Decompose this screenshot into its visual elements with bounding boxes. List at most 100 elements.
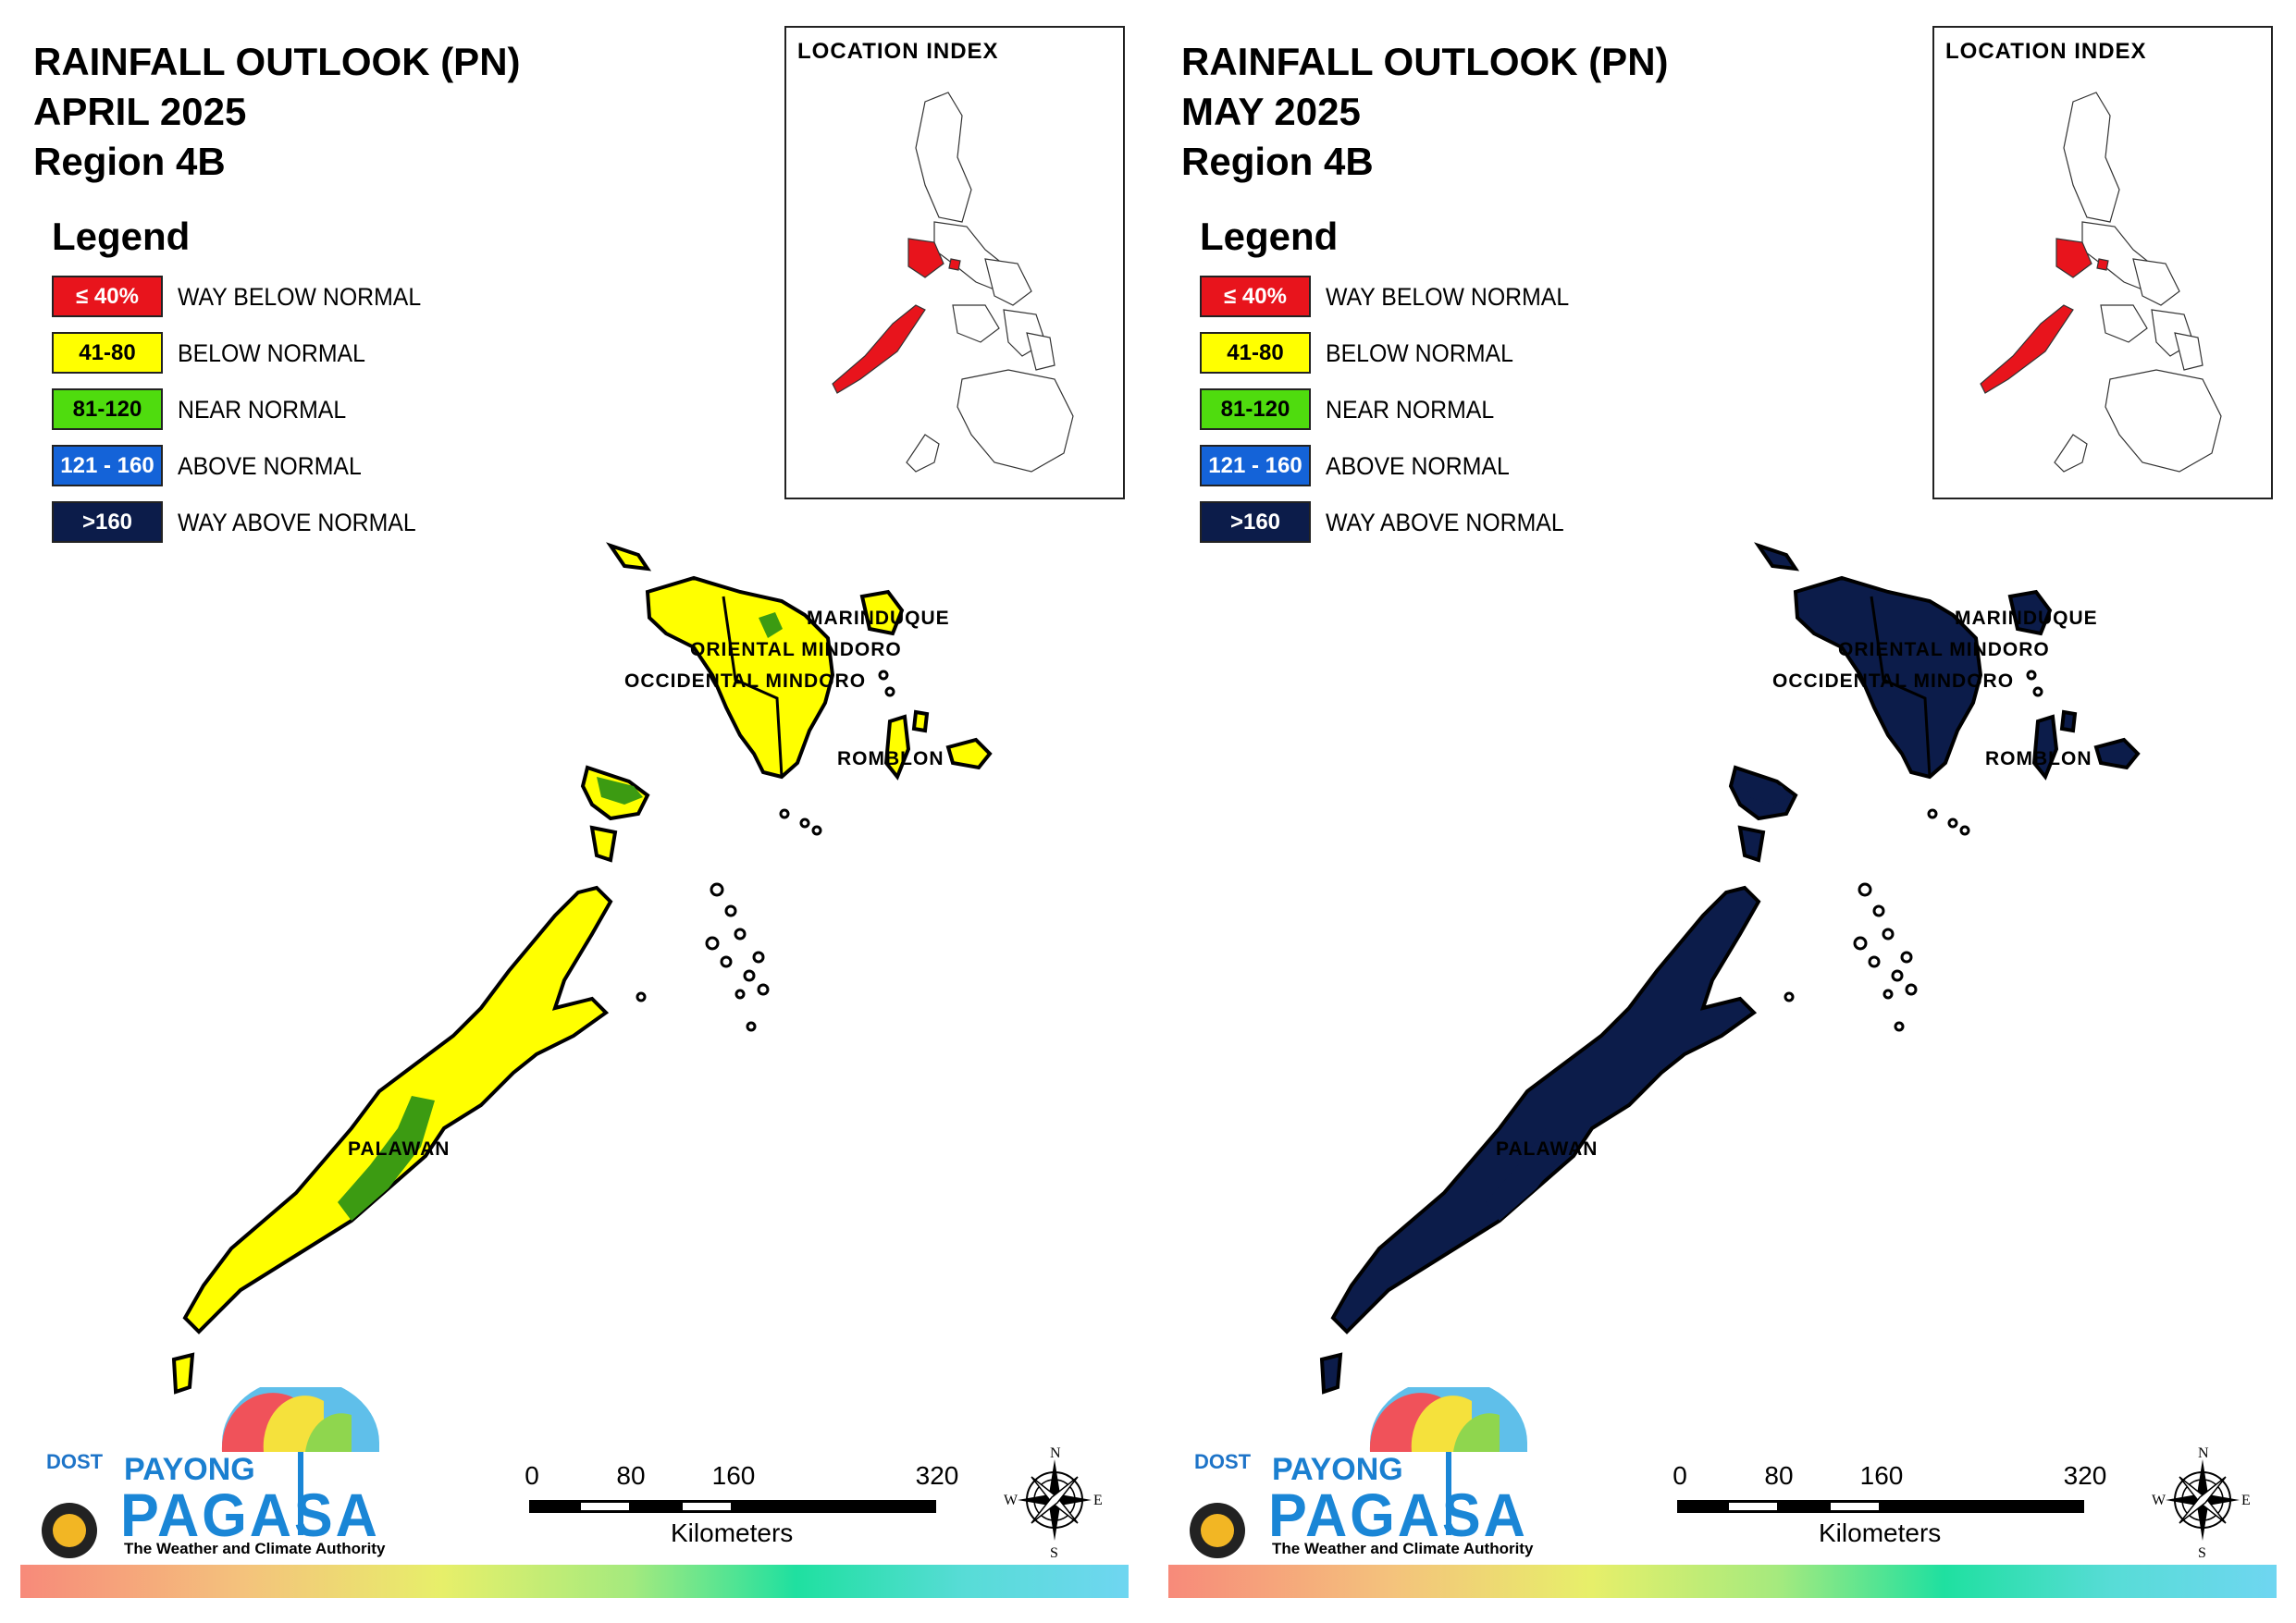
gradient-footer-bar — [20, 1565, 1129, 1598]
umbrella-icon — [42, 1387, 379, 1558]
label-occidental-mindoro: OCCIDENTAL MINDORO — [1772, 670, 2014, 692]
legend: Legend ≤ 40% WAY BELOW NORMAL 41-80 BELO… — [52, 215, 421, 558]
map-title-line-1: RAINFALL OUTLOOK (PN) — [1181, 40, 1669, 83]
mindoro-island — [1793, 575, 1983, 780]
culion-island — [1737, 825, 1766, 863]
balabac-island — [1319, 1352, 1343, 1395]
legend-label: WAY BELOW NORMAL — [1326, 283, 1570, 311]
location-index-title: LOCATION INDEX — [1945, 39, 2147, 64]
romblon-sibuyan — [2093, 737, 2141, 770]
legend-swatch: 121 - 160 — [52, 445, 163, 486]
legend-row-above: 121 - 160 ABOVE NORMAL — [1200, 445, 1510, 501]
scale-bar: 0 80 160 320 Kilometers — [525, 1461, 958, 1547]
marinduque-island — [859, 589, 905, 636]
location-index-title: LOCATION INDEX — [797, 39, 999, 64]
legend-label: WAY ABOVE NORMAL — [178, 509, 416, 536]
scale-tick-label: 160 — [711, 1461, 756, 1490]
logo-pagasa: PAGASA — [1268, 1481, 1528, 1549]
romblon-small — [911, 709, 930, 733]
legend-row-near: 81-120 NEAR NORMAL — [52, 388, 346, 445]
compass-icon: N S E W — [2152, 1445, 2251, 1561]
romblon-small — [2059, 709, 2078, 733]
label-romblon: ROMBLON — [1985, 748, 2092, 769]
legend-label: WAY ABOVE NORMAL — [1326, 509, 1564, 536]
legend-label: ABOVE NORMAL — [1326, 452, 1510, 480]
scale-tick-label: 320 — [915, 1461, 959, 1490]
legend-swatch: 121 - 160 — [1200, 445, 1311, 486]
legend-label: ABOVE NORMAL — [178, 452, 362, 480]
map-title-region: Region 4B — [1181, 140, 1374, 183]
label-palawan: PALAWAN — [1496, 1138, 1598, 1160]
map-title: RAINFALL OUTLOOK (PN) APRIL 2025 Region … — [33, 37, 521, 187]
legend-heading: Legend — [52, 215, 191, 258]
balabac-island — [171, 1352, 195, 1395]
compass-n: N — [2198, 1445, 2209, 1461]
scale-bar-graphic — [529, 1500, 936, 1513]
scale-tick-label: 80 — [616, 1461, 646, 1490]
scale-bar-graphic — [1677, 1500, 2084, 1513]
scale-tick-label: 320 — [2063, 1461, 2107, 1490]
compass-w: W — [1004, 1493, 1018, 1508]
pagasa-logo: DOST PAYONG PAGASA The Weather and Clima… — [28, 1387, 398, 1568]
region-4b-map: MARINDUQUE ORIENTAL MINDORO OCCIDENTAL M… — [1319, 542, 2141, 1395]
scale-tick-label: 160 — [1859, 1461, 1904, 1490]
label-occidental-mindoro: OCCIDENTAL MINDORO — [624, 670, 866, 692]
compass-n: N — [1050, 1445, 1061, 1461]
philippines-index-map — [1980, 92, 2222, 473]
romblon-tablas — [883, 714, 911, 781]
compass-s: S — [2198, 1545, 2206, 1558]
compass-icon: N S E W — [1004, 1445, 1103, 1561]
legend-swatch: >160 — [52, 501, 163, 543]
label-oriental-mindoro: ORIENTAL MINDORO — [1838, 639, 2050, 660]
legend-row-way-above: >160 WAY ABOVE NORMAL — [52, 501, 416, 558]
map-panel-may: RAINFALL OUTLOOK (PN) MAY 2025 Region 4B… — [1148, 0, 2296, 1623]
legend-label: NEAR NORMAL — [1326, 396, 1495, 424]
map-title-month: APRIL 2025 — [33, 90, 247, 133]
map-title-month: MAY 2025 — [1181, 90, 1361, 133]
logo-pagasa: PAGASA — [120, 1481, 380, 1549]
legend: Legend ≤ 40% WAY BELOW NORMAL 41-80 BELO… — [1200, 215, 1569, 558]
legend-swatch: >160 — [1200, 501, 1311, 543]
romblon-tablas — [2031, 714, 2059, 781]
legend-row-way-below: ≤ 40% WAY BELOW NORMAL — [1200, 276, 1569, 332]
legend-label: BELOW NORMAL — [178, 339, 365, 367]
legend-row-above: 121 - 160 ABOVE NORMAL — [52, 445, 362, 501]
legend-row-way-below: ≤ 40% WAY BELOW NORMAL — [52, 276, 421, 332]
romblon-sibuyan — [945, 737, 993, 770]
mindoro-island — [645, 575, 835, 780]
scale-tick-label: 0 — [525, 1461, 539, 1490]
palawan-main — [182, 885, 613, 1334]
gradient-footer-bar — [1168, 1565, 2277, 1598]
compass-e: E — [1093, 1493, 1103, 1508]
legend-label: NEAR NORMAL — [178, 396, 347, 424]
region-4b-map: MARINDUQUE ORIENTAL MINDORO OCCIDENTAL M… — [171, 542, 993, 1395]
logo-dost: DOST — [1194, 1450, 1252, 1473]
legend-row-below: 41-80 BELOW NORMAL — [1200, 332, 1513, 388]
scale-unit: Kilometers — [671, 1518, 794, 1547]
logo-payong: PAYONG — [1272, 1452, 1403, 1487]
compass-rose: N S E W — [1004, 1443, 1105, 1561]
legend-row-near: 81-120 NEAR NORMAL — [1200, 388, 1494, 445]
philippines-index-map — [832, 92, 1074, 473]
legend-swatch: ≤ 40% — [1200, 276, 1311, 317]
label-palawan: PALAWAN — [348, 1138, 450, 1160]
umbrella-icon — [1190, 1387, 1527, 1558]
label-marinduque: MARINDUQUE — [807, 608, 950, 629]
location-index: LOCATION INDEX — [1932, 26, 2273, 499]
legend-swatch: 41-80 — [1200, 332, 1311, 374]
logo-payong: PAYONG — [124, 1452, 255, 1487]
map-title-region: Region 4B — [33, 140, 226, 183]
lubang-island — [606, 542, 652, 572]
legend-swatch: ≤ 40% — [52, 276, 163, 317]
compass-s: S — [1050, 1545, 1058, 1558]
compass-e: E — [2241, 1493, 2251, 1508]
logo-tagline: The Weather and Climate Authority — [1272, 1540, 1534, 1557]
scale-tick-label: 80 — [1764, 1461, 1794, 1490]
legend-swatch: 81-120 — [1200, 388, 1311, 430]
label-marinduque: MARINDUQUE — [1955, 608, 2098, 629]
compass-w: W — [2152, 1493, 2166, 1508]
culion-island — [589, 825, 618, 863]
compass-rose: N S E W — [2152, 1443, 2253, 1561]
palawan-main — [1330, 885, 1761, 1334]
scale-unit: Kilometers — [1819, 1518, 1942, 1547]
